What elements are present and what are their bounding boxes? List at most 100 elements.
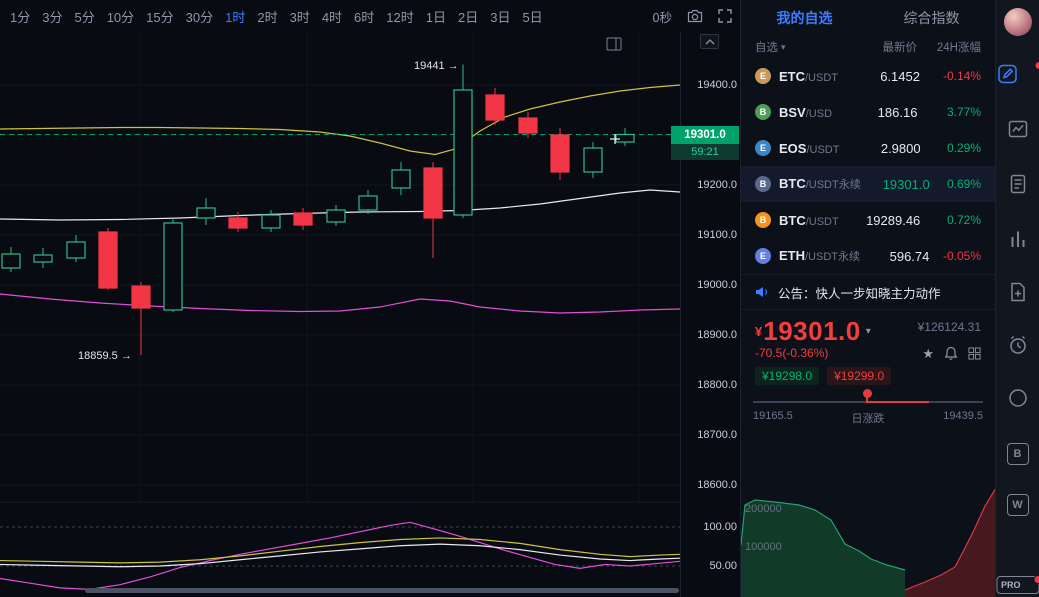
favorite-star-icon[interactable]: ★ xyxy=(922,345,934,361)
depth-axis-label: 100000 xyxy=(745,541,782,553)
coin-price: 6.1452 xyxy=(880,68,920,84)
timeframe-2时[interactable]: 2时 xyxy=(257,9,278,25)
watchlist-tabs: 我的自选 综合指数 xyxy=(741,0,995,36)
notification-dot xyxy=(1034,61,1039,70)
range-labels: 19165.5 日涨跌 19439.5 xyxy=(753,410,983,426)
change-row: -70.5(-0.36%) ★ xyxy=(755,346,981,360)
range-high: 19439.5 xyxy=(943,410,983,422)
coin-price: 596.74 xyxy=(889,248,930,264)
pro-badge[interactable]: PRO xyxy=(996,575,1039,594)
filter-label: 自选 xyxy=(755,42,778,54)
coin-name: BTC/USDT xyxy=(779,212,839,228)
coin-change: 0.72% xyxy=(946,213,981,227)
timeframe-15分[interactable]: 15分 xyxy=(146,9,174,25)
tab-我的自选[interactable]: 我的自选 xyxy=(776,10,833,26)
watchlist-rows: E ETC/USDT 6.1452 -0.14% B BSV/USD 186.16 3.77%… xyxy=(741,58,995,274)
timeframe-1分[interactable]: 1分 xyxy=(10,9,31,25)
timeframe-3时[interactable]: 3时 xyxy=(289,9,310,25)
watchlist-panel: 我的自选 综合指数 自选 ▾ 最新价 24H涨幅 E ETC/USDT 6.1452 -… xyxy=(740,0,995,597)
watchlist-row-BTC/USDT[interactable]: B BTC/USDT 19289.46 0.72% xyxy=(741,202,995,238)
watchlist-row-EOS/USDT[interactable]: E EOS/USDT 2.9800 0.29% xyxy=(741,130,995,166)
price-axis[interactable]: 19301.0 59:21 19400.019300.019200.019100… xyxy=(671,32,740,597)
timeframe-3分[interactable]: 3分 xyxy=(42,9,63,25)
kline-chart[interactable]: 19441 → 18859.5 → xyxy=(0,32,680,597)
chart-toolbar: 1分 3分 5分 10分 15分 30分 1时 2时 3时 4时 6时 12时 1日 2日 3日 5日 0秒 xyxy=(0,0,740,32)
timeframe-12时[interactable]: 12时 xyxy=(386,9,414,25)
caret-down-icon[interactable]: ▾ xyxy=(865,325,871,337)
notification-dot xyxy=(1033,575,1039,584)
indicator-window-icon[interactable] xyxy=(606,37,622,56)
axis-tick: 19100.0 xyxy=(697,229,737,241)
theme-circle-icon[interactable] xyxy=(1007,387,1029,414)
edit-message-icon[interactable] xyxy=(996,61,1039,90)
coin-price: 186.16 xyxy=(877,104,918,120)
timeframe-4时[interactable]: 4时 xyxy=(321,9,343,25)
kline-nav-icon[interactable] xyxy=(1007,118,1029,145)
timeframe-30分[interactable]: 30分 xyxy=(185,9,214,25)
timeframe-1日[interactable]: 1日 xyxy=(425,9,446,25)
tab-综合指数[interactable]: 综合指数 xyxy=(903,10,960,26)
timeframe-1时[interactable]: 1时 xyxy=(225,9,246,25)
price-change: -70.5(-0.36%) xyxy=(755,346,829,360)
candle-countdown: 59:21 xyxy=(671,143,739,160)
toolbar-right: 0秒 xyxy=(653,7,732,26)
orders-list-icon[interactable] xyxy=(1007,173,1029,200)
layout-grid-icon[interactable] xyxy=(968,346,981,360)
coin-icon: B xyxy=(755,104,771,120)
watchlist-row-BSV/USD[interactable]: B BSV/USD 186.16 3.77% xyxy=(741,94,995,130)
timeframe-10分[interactable]: 10分 xyxy=(106,9,135,25)
range-pin-stem xyxy=(865,397,868,403)
screenshot-camera-icon[interactable] xyxy=(687,9,703,23)
price-column-header[interactable]: 最新价 xyxy=(882,42,918,54)
timeframe-5日[interactable]: 5日 xyxy=(522,9,543,25)
coin-name: EOS/USDT xyxy=(779,140,840,156)
coin-name: ETH/USDT永续 xyxy=(779,248,860,263)
price-row: ¥ 19301.0 ▾ ¥126124.31 xyxy=(755,317,981,345)
ask-price-chip[interactable]: ¥19299.0 xyxy=(827,367,892,385)
coin-icon: B xyxy=(755,212,771,228)
alarm-clock-icon[interactable] xyxy=(1007,334,1029,361)
timeframe-2日[interactable]: 2日 xyxy=(457,9,479,25)
announcement-bar[interactable]: 公告：快人一步知晓主力动作 xyxy=(741,274,995,310)
watchlist-row-ETC/USDT[interactable]: E ETC/USDT 6.1452 -0.14% xyxy=(741,58,995,94)
range-pin[interactable] xyxy=(862,389,872,398)
watchlist-row-BTC/USDT永续[interactable]: B BTC/USDT永续 19301.0 0.69% xyxy=(741,166,995,202)
fiat-value: ¥126124.31 xyxy=(917,320,981,334)
coin-name: BSV/USD xyxy=(779,104,833,120)
range-label: 日涨跌 xyxy=(851,413,885,425)
watchlist-row-ETH/USDT永续[interactable]: E ETH/USDT永续 596.74 -0.05% xyxy=(741,238,995,274)
axis-tick: 19200.0 xyxy=(697,179,737,191)
depth-svg xyxy=(741,488,995,597)
timeframe-6时[interactable]: 6时 xyxy=(354,9,375,25)
axis-tick: 18600.0 xyxy=(697,479,737,491)
countdown-label: 0秒 xyxy=(652,10,672,25)
coin-change: 0.29% xyxy=(946,141,981,155)
currency-symbol: ¥ xyxy=(755,323,763,339)
watchlist-filter[interactable]: 自选 ▾ xyxy=(755,39,786,55)
axis-tick: 18700.0 xyxy=(697,429,737,441)
ticker-icons: ★ xyxy=(922,346,981,360)
new-document-icon[interactable] xyxy=(1007,281,1029,308)
coin-change: -0.05% xyxy=(942,249,981,263)
alert-bell-icon[interactable] xyxy=(944,346,958,360)
b-app-icon[interactable]: B xyxy=(1006,443,1029,465)
change-column-header[interactable]: 24H涨幅 xyxy=(936,42,981,54)
coin-icon: E xyxy=(755,248,771,264)
range-track[interactable] xyxy=(753,389,983,403)
axis-tick: 19400.0 xyxy=(697,79,737,91)
user-avatar[interactable] xyxy=(1003,8,1032,36)
bid-price-chip[interactable]: ¥19298.0 xyxy=(755,367,820,385)
collapse-arrow-icon[interactable] xyxy=(700,34,719,49)
timeframe-5分[interactable]: 5分 xyxy=(74,9,95,25)
w-app-icon[interactable]: W xyxy=(1006,494,1029,516)
fullscreen-icon[interactable] xyxy=(718,9,732,23)
watchlist-header: 自选 ▾ 最新价 24H涨幅 xyxy=(741,36,995,58)
volume-bars-icon[interactable] xyxy=(1007,228,1029,255)
timeframe-3日[interactable]: 3日 xyxy=(490,9,511,25)
coin-price: 19301.0 xyxy=(882,176,930,192)
chart-scrollbar[interactable] xyxy=(85,588,679,593)
depth-chart: 200000 100000 xyxy=(741,488,995,597)
svg-text:18859.5 →: 18859.5 → xyxy=(78,350,132,362)
caret-down-icon: ▾ xyxy=(781,41,786,52)
